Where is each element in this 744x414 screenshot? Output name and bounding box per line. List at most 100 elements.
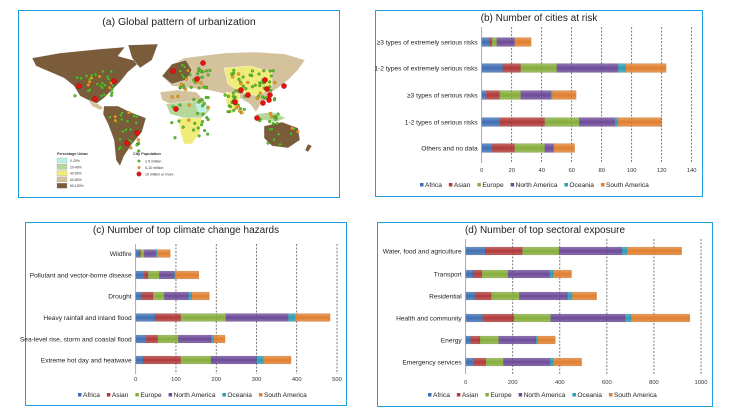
city-dot-5-10-million [237,109,242,113]
bar-segment-asian [489,37,493,47]
legend-swatch [456,393,461,397]
city-dot-1-5-million [244,87,248,91]
bar-segment-asian [482,313,515,323]
city-dot-5-10-million [113,115,117,119]
bar-segment-oceania [615,117,619,127]
panel-d-chart: (d) Number of top sectoral exposure [377,222,713,407]
city-dot-1-5-million [109,69,113,74]
bar-segment-south-america [263,355,292,365]
bar-segment-south-america [514,37,532,47]
city-dot-1-5-million [200,120,205,124]
bar-segment-south-america [191,291,210,301]
legend-label: Asian [112,392,129,399]
legend-swatch [510,183,515,187]
legend-label: North America [524,392,566,399]
city-dot-5-10-million [107,86,112,90]
bar-segment-africa [465,246,486,256]
bar-segment-africa [465,357,474,367]
city-dot-1-5-million [248,73,252,77]
x-tick-label: 600 [602,380,612,386]
legend-urban-label: 80-100% [70,184,84,188]
city-dot-1-5-million [206,95,210,100]
x-tick-label: 80 [598,168,604,174]
city-dot-1-5-million [179,85,183,90]
bar-segment-south-america [552,90,577,100]
city-dot-1-5-million [117,147,121,151]
city-dot-1-5-million [275,121,279,126]
bar-segment-south-america [625,63,667,73]
bar-segment-north-america [544,143,554,153]
city-dot-1-5-million [277,132,281,136]
panel-c-chart: (c) Number of top climate change hazards [25,222,347,406]
panel-d-title: (d) Number of top sectoral exposure [464,225,626,236]
city-dot-1-5-million [237,77,241,81]
city-dot-5-10-million [290,126,294,130]
city-dot-1-5-million [197,134,201,138]
city-dot-1-5-million [196,72,200,76]
city-dot-1-5-million [200,98,204,102]
city-dot-1-5-million [261,95,265,99]
legend-urban-label: 20-40% [70,165,82,169]
world-map [31,43,313,167]
city-dot-1-5-million [253,83,257,87]
bar-segment-north-america [550,313,626,323]
city-dot-5-10-million [127,110,131,115]
bar-segment-europe [491,291,520,301]
legend-population-dot [137,166,141,169]
category-label: Wildfire [110,251,132,258]
bar-segment-africa [481,63,503,73]
city-dot-1-5-million [200,75,204,79]
bar-segment-south-america [156,249,171,258]
chart-b: 0 20 40 60 80 100 120 140 ≥3 types of extremely … [374,27,697,189]
city-dot-1-5-million [197,100,201,104]
city-dot-5-10-million [187,118,191,122]
city-dot-5-10-million [113,118,117,123]
bar-segment-asian [472,269,483,279]
bar-segment-asian [473,357,487,367]
legend-population-label: 1-5 million [145,159,161,163]
legend-swatch [222,393,226,397]
city-dot-1-5-million [196,111,200,115]
city-dot-10-million-plus [281,83,287,89]
legend-urban-label: 40-60% [70,172,82,176]
city-dot-10-million-plus [134,130,140,136]
legend-urban-title: Percentage Urban [57,152,88,156]
city-dot-1-5-million [250,85,254,89]
panel-a-map: (a) Global pattern of urbanization [18,10,340,198]
bar-segment-africa [465,313,483,323]
city-dot-10-million-plus [200,60,206,66]
city-dot-1-5-million [202,102,206,106]
bar-segment-oceania [624,313,632,323]
map-region-africa-south [177,117,203,145]
city-dot-1-5-million [289,132,293,136]
city-dot-1-5-million [276,112,280,116]
bar-segment-north-america [558,246,623,256]
bar-segment-europe [147,270,160,280]
category-label: Health and community [396,315,462,322]
city-dot-5-10-million [273,81,277,85]
city-dot-1-5-million [100,94,104,98]
x-tick-label: 0 [134,377,137,383]
city-dot-5-10-million [236,72,241,76]
category-label: Drought [108,293,132,300]
bar-segment-north-america [159,270,175,280]
legend-label: Europe [482,182,504,189]
city-dot-1-5-million [193,121,197,125]
x-tick-label: 100 [627,168,637,174]
bar-segment-europe [492,37,497,47]
panel-b-chart: (b) Number of cities at risk [375,10,703,197]
city-dot-1-5-million [178,103,182,107]
city-dot-1-5-million [232,108,236,112]
x-tick-label: 300 [252,377,262,383]
x-tick-label: 140 [687,168,697,174]
city-dot-10-million-plus [238,87,244,93]
city-dot-1-5-million [85,74,89,78]
panel-a-title: (a) Global pattern of urbanization [102,16,256,28]
legend-swatch [420,183,424,187]
city-dot-1-5-million [79,76,83,80]
city-dot-5-10-million [179,82,184,86]
bar-segment-asian [143,270,149,280]
city-dot-10-million-plus [262,77,268,83]
city-dot-5-10-million [231,75,235,79]
